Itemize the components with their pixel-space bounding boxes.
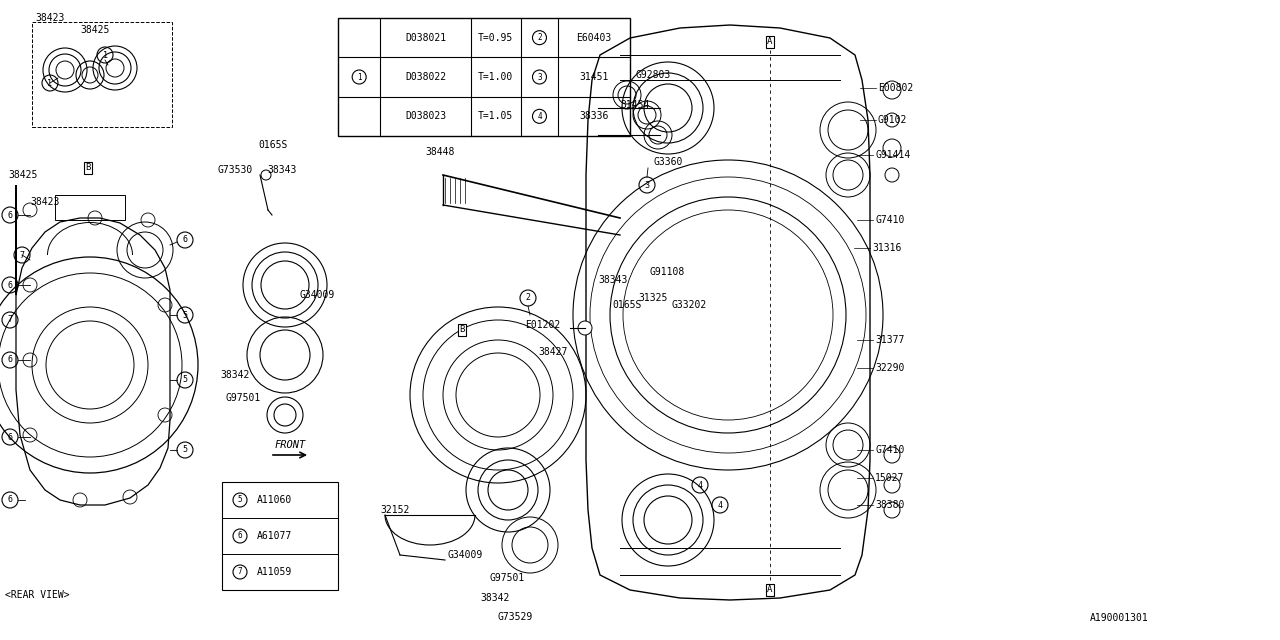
Text: G92803: G92803 [635,70,671,80]
Text: E01202: E01202 [525,320,561,330]
Text: G34009: G34009 [447,550,483,560]
Text: 31454: 31454 [620,100,649,110]
Bar [32,22,172,127]
Text: D038022: D038022 [404,72,447,82]
Text: E00802: E00802 [878,83,913,93]
Text: 38343: 38343 [268,165,297,175]
Text: 5: 5 [183,376,187,385]
Text: 38343: 38343 [598,275,627,285]
Text: 5: 5 [183,445,187,454]
Text: 3: 3 [645,180,649,189]
Text: 2: 2 [538,33,541,42]
Text: 7: 7 [238,568,242,577]
Text: 7: 7 [19,250,24,259]
Text: A: A [767,38,773,47]
Text: 38427: 38427 [538,347,567,357]
Text: 5: 5 [183,310,187,319]
Text: D038023: D038023 [404,111,447,122]
Text: G33202: G33202 [672,300,708,310]
Text: 6: 6 [8,355,13,365]
Text: 5: 5 [238,495,242,504]
Text: 6: 6 [8,211,13,220]
Text: 31316: 31316 [872,243,901,253]
Text: 6: 6 [183,236,187,244]
Text: 4: 4 [698,481,703,490]
Text: 31377: 31377 [876,335,905,345]
Circle shape [261,170,271,180]
Text: A11060: A11060 [257,495,292,505]
Bar [338,18,630,136]
Text: T=0.95: T=0.95 [477,33,513,43]
Text: 0165S: 0165S [259,140,288,150]
Text: 1: 1 [357,72,361,81]
Text: 38448: 38448 [425,147,454,157]
Text: G91108: G91108 [650,267,685,277]
Text: D038021: D038021 [404,33,447,43]
Text: 38342: 38342 [480,593,509,603]
Text: G34009: G34009 [300,290,335,300]
Text: G7410: G7410 [876,445,905,455]
Text: 2: 2 [526,294,530,303]
Text: 38423: 38423 [29,197,59,207]
Text: 6: 6 [238,531,242,541]
Text: G73529: G73529 [497,612,532,622]
Text: 6: 6 [8,495,13,504]
Text: G97501: G97501 [225,393,260,403]
Text: T=1.05: T=1.05 [477,111,513,122]
Text: FRONT: FRONT [274,440,306,450]
Text: 38342: 38342 [220,370,250,380]
Text: 1: 1 [102,51,108,60]
Text: 32152: 32152 [380,505,410,515]
Text: 4: 4 [718,500,722,509]
Text: 3: 3 [538,72,541,81]
Text: T=1.00: T=1.00 [477,72,513,82]
Text: 38423: 38423 [35,13,64,23]
Text: G97501: G97501 [490,573,525,583]
Text: 4: 4 [538,112,541,121]
Text: A190001301: A190001301 [1091,613,1148,623]
Text: G3360: G3360 [653,157,682,167]
Bar [221,482,338,590]
Text: <REAR VIEW>: <REAR VIEW> [5,590,69,600]
Text: 38380: 38380 [876,500,905,510]
Circle shape [579,321,591,335]
Text: A: A [767,586,773,595]
Text: 15027: 15027 [876,473,905,483]
Text: G9102: G9102 [878,115,908,125]
Text: 38336: 38336 [580,111,609,122]
Text: 6: 6 [8,433,13,442]
Text: 6: 6 [8,280,13,289]
Text: 7: 7 [8,316,13,324]
Text: 1: 1 [47,79,52,88]
Text: E60403: E60403 [576,33,612,43]
Text: 0165S: 0165S [612,300,641,310]
Text: G73530: G73530 [218,165,253,175]
Text: B: B [86,163,91,173]
Text: G91414: G91414 [876,150,910,160]
Text: A61077: A61077 [257,531,292,541]
Text: B: B [460,326,465,335]
Text: G7410: G7410 [876,215,905,225]
Text: 38425: 38425 [79,25,109,35]
Text: 32290: 32290 [876,363,905,373]
Text: 31451: 31451 [580,72,609,82]
Text: 38425: 38425 [8,170,37,180]
Text: A11059: A11059 [257,567,292,577]
Text: 31325: 31325 [637,293,667,303]
